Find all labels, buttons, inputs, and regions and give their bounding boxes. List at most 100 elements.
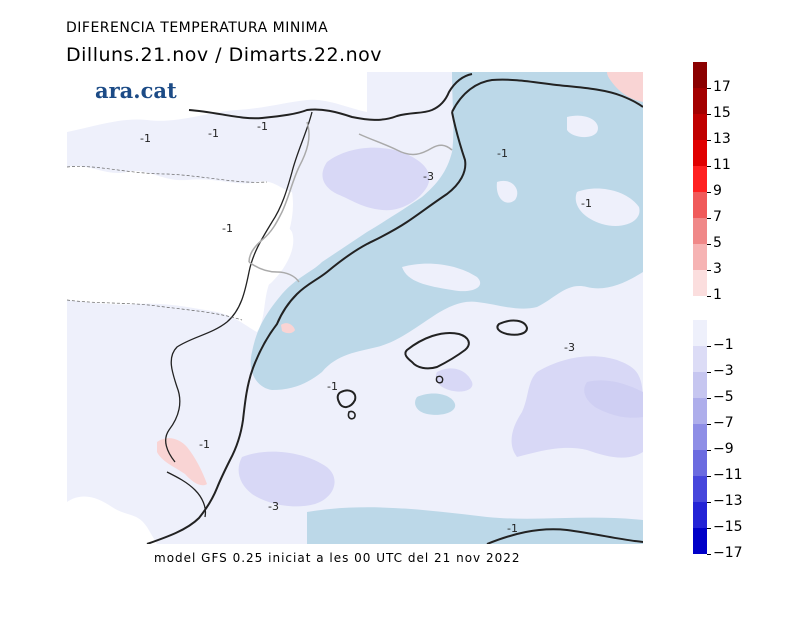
mid-cool-south (238, 451, 335, 507)
coastline-northeast-arc (451, 78, 643, 113)
legend-label: 1 (713, 287, 722, 303)
neutral-patch-plain (242, 216, 294, 288)
contour-label: -1 (208, 127, 219, 140)
legend-swatch (693, 62, 707, 88)
ara-cat-logo: ara.cat (95, 78, 177, 103)
contour-label: -1 (327, 380, 338, 393)
legend-swatch (693, 476, 707, 502)
sea-light-gap-3 (575, 188, 640, 227)
legend-tick (707, 450, 711, 451)
contour-label: -1 (581, 197, 592, 210)
legend-label: −17 (713, 545, 743, 561)
legend-swatch (693, 450, 707, 476)
legend-label: −9 (713, 441, 734, 457)
island-formentera (347, 410, 356, 420)
contour-label: -1 (140, 132, 151, 145)
legend-swatch (693, 502, 707, 528)
contour-label: -1 (497, 147, 508, 160)
border-grey-south (248, 261, 300, 283)
legend-label: 15 (713, 105, 731, 121)
contour-label: -3 (564, 341, 575, 354)
map-subtitle: Dilluns.21.nov / Dimarts.22.nov (66, 44, 382, 66)
legend-swatch (693, 114, 707, 140)
legend-tick (707, 554, 711, 555)
legend-label: −7 (713, 415, 734, 431)
sea-cool-south (307, 507, 643, 544)
legend-tick (707, 114, 711, 115)
island-mallorca (404, 332, 470, 370)
neutral-patch-north (67, 72, 367, 132)
model-footer: model GFS 0.25 iniciat a les 00 UTC del … (154, 551, 521, 565)
legend-tick (707, 476, 711, 477)
island-cabrera (435, 375, 444, 384)
legend-label: −5 (713, 389, 734, 405)
contour-label: -3 (268, 500, 279, 513)
legend-swatch (693, 320, 707, 346)
legend-label: 11 (713, 157, 731, 173)
border-grey-river (358, 133, 453, 156)
legend-label: 9 (713, 183, 722, 199)
legend-swatch (693, 398, 707, 424)
coastline-southwest (166, 471, 207, 518)
legend-tick (707, 424, 711, 425)
mid-cool-north (322, 147, 430, 211)
sea-light-gap-2 (496, 180, 518, 203)
mid-cool-far-east (584, 380, 643, 418)
temperature-map: -1 -1 -1 -1 -3 -1 -1 -1 -3 -3 -1 -1 (67, 72, 643, 544)
border-grey-north (248, 121, 310, 263)
neutral-patch-southwest (67, 496, 157, 544)
legend-tick (707, 372, 711, 373)
legend-label: −13 (713, 493, 743, 509)
legend-swatch (693, 372, 707, 398)
legend-tick (707, 346, 711, 347)
coastline-bottom-right (486, 528, 643, 544)
legend-tick (707, 140, 711, 141)
island-ibiza (336, 389, 357, 408)
neutral-patch-west (67, 165, 293, 332)
coastline-east (146, 111, 467, 544)
warm-patch-southwest (157, 438, 207, 486)
contour-line-1 (67, 299, 243, 321)
color-legend: 17 15 13 11 9 7 5 3 1 −1 −3 −5 −7 −9 −11 −13 −15 −17 (693, 62, 793, 562)
legend-swatch (693, 218, 707, 244)
warm-patch-inland (281, 323, 295, 334)
legend-tick (707, 502, 711, 503)
sea-cool-east (472, 173, 541, 238)
legend-label: −15 (713, 519, 743, 535)
legend-label: −11 (713, 467, 743, 483)
contour-label: -1 (507, 522, 518, 535)
legend-swatch (693, 270, 707, 296)
legend-label: 3 (713, 261, 722, 277)
sea-light-gap-1 (567, 115, 598, 138)
legend-tick (707, 528, 711, 529)
legend-tick (707, 218, 711, 219)
legend-tick (707, 166, 711, 167)
legend-label: −1 (713, 337, 734, 353)
contour-label: -3 (423, 170, 434, 183)
legend-tick (707, 192, 711, 193)
coastline-inland-border (165, 111, 313, 463)
legend-label: 17 (713, 79, 731, 95)
legend-swatch (693, 244, 707, 270)
legend-tick (707, 270, 711, 271)
legend-label: 13 (713, 131, 731, 147)
contour-line-2 (67, 166, 268, 183)
legend-swatch (693, 88, 707, 114)
legend-label: 7 (713, 209, 722, 225)
legend-tick (707, 88, 711, 89)
legend-swatch (693, 528, 707, 554)
contour-label: -1 (222, 222, 233, 235)
legend-swatch (693, 166, 707, 192)
legend-tick (707, 296, 711, 297)
warm-patch-northeast (607, 72, 643, 102)
legend-swatch (693, 346, 707, 372)
mid-cool-center (435, 368, 473, 392)
sea-cool-field (250, 72, 643, 390)
legend-label: −3 (713, 363, 734, 379)
legend-swatch (693, 192, 707, 218)
legend-tick (707, 244, 711, 245)
legend-swatch (693, 424, 707, 450)
contour-label: -1 (257, 120, 268, 133)
sea-cool-islet (415, 393, 456, 415)
legend-swatch (693, 140, 707, 166)
